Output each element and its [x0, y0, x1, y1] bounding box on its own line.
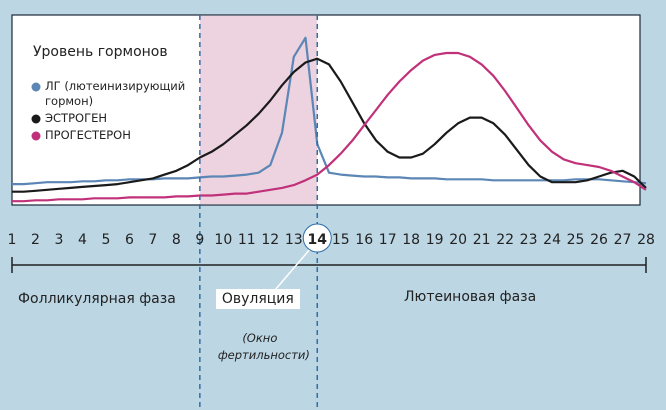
series-line — [12, 57, 647, 193]
x-tick-label: 11 — [238, 232, 256, 248]
ovulation-pointer — [274, 249, 310, 291]
x-tick-label: 6 — [125, 232, 134, 248]
x-tick-label: 21 — [473, 232, 491, 248]
follicular-label: Фолликулярная фаза — [18, 291, 176, 307]
legend-marker — [31, 114, 41, 124]
x-tick-label: 4 — [78, 232, 87, 248]
x-tick-label: 22 — [496, 232, 514, 248]
luteal-label: Лютеиновая фаза — [404, 289, 537, 305]
plot-area — [11, 14, 641, 206]
x-tick-label: 18 — [402, 232, 420, 248]
x-tick-label: 3 — [55, 232, 64, 248]
legend-marker — [31, 82, 41, 92]
x-tick-label: 8 — [172, 232, 181, 248]
x-tick-label: 10 — [214, 232, 232, 248]
series-line — [12, 51, 647, 203]
chart-title: Уровень гормонов — [33, 44, 168, 60]
ovulation-circle — [302, 223, 332, 253]
x-tick-label: 9 — [195, 232, 204, 248]
x-tick-label: 27 — [614, 232, 632, 248]
x-tick-label: 20 — [449, 232, 467, 248]
legend-label: ЭСТРОГЕН — [45, 111, 107, 125]
legend-label: ПРОГЕСТЕРОН — [45, 128, 131, 142]
x-tick-label: 26 — [590, 232, 608, 248]
x-tick-label: 15 — [332, 232, 350, 248]
x-tick-label: 2 — [31, 232, 40, 248]
x-tick-label: 28 — [637, 232, 655, 248]
x-tick-label: 23 — [520, 232, 538, 248]
ovulation-label: Овуляция — [215, 289, 300, 309]
x-tick-label: 19 — [426, 232, 444, 248]
x-tick-label: 25 — [567, 232, 585, 248]
x-tick-label: 12 — [261, 232, 279, 248]
x-tick-label: 1 — [8, 232, 17, 248]
legend-label: ЛГ (лютеинизирующий гормон) — [45, 79, 186, 108]
series-line — [12, 36, 647, 186]
x-tick-label: 16 — [355, 232, 373, 248]
window-label: (Окно фертильности) — [217, 331, 310, 362]
x-tick-label: 13 — [285, 232, 303, 248]
x-tick-label: 17 — [379, 232, 397, 248]
x-tick-label: 14 — [308, 232, 328, 248]
x-tick-label: 24 — [543, 232, 561, 248]
legend-marker — [31, 131, 41, 141]
x-tick-label: 7 — [148, 232, 157, 248]
x-tick-label: 5 — [101, 232, 110, 248]
